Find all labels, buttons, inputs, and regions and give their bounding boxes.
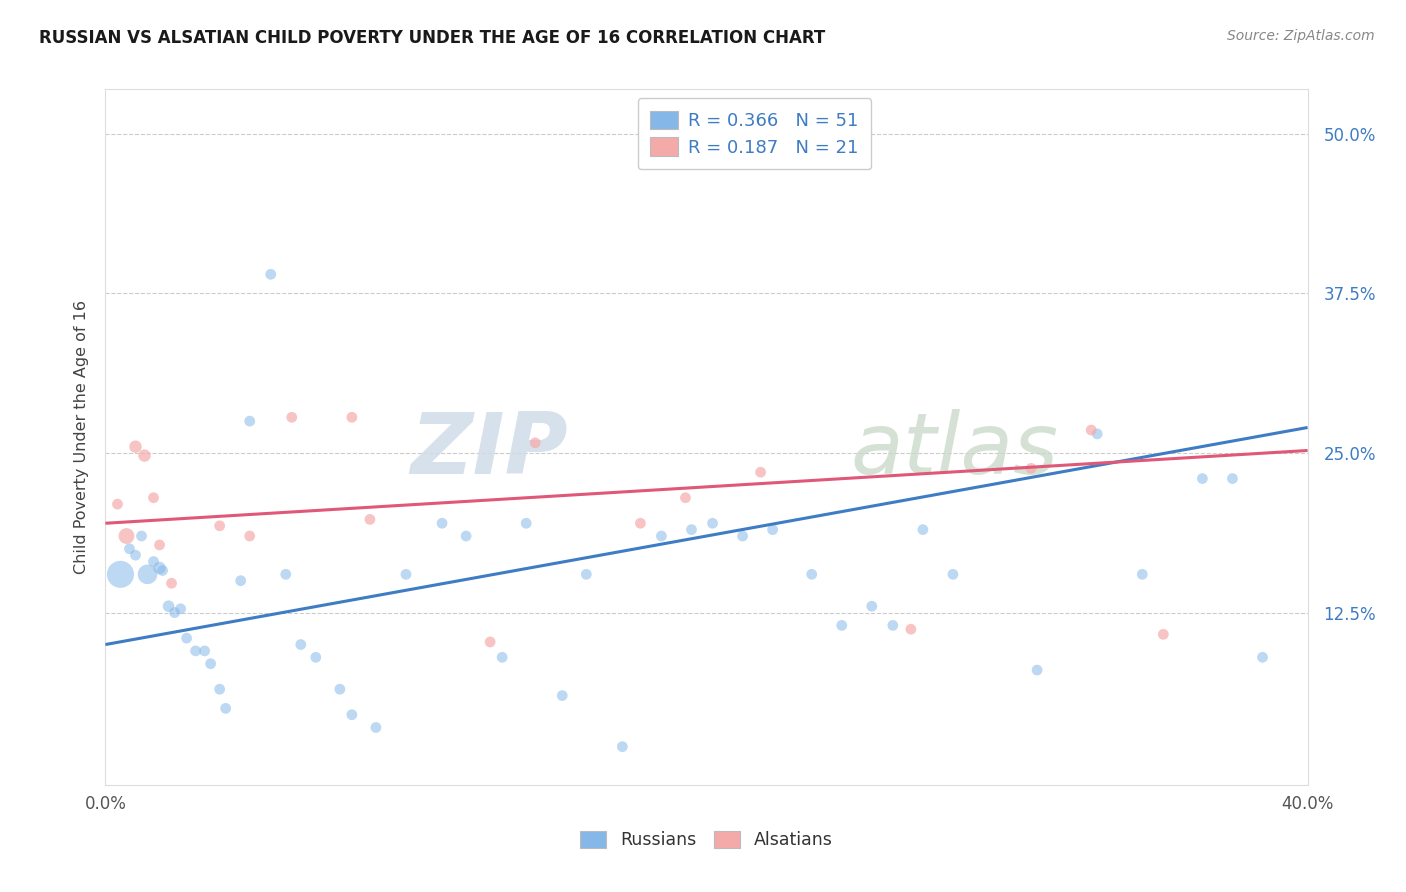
Point xyxy=(575,567,598,582)
Point xyxy=(148,561,170,575)
Point xyxy=(1130,567,1153,582)
Point xyxy=(359,512,381,526)
Point xyxy=(1026,663,1049,677)
Point xyxy=(800,567,823,582)
Point xyxy=(134,449,156,463)
Point xyxy=(274,567,297,582)
Point xyxy=(1152,627,1174,641)
Point xyxy=(152,564,174,578)
Point xyxy=(882,618,904,632)
Point xyxy=(749,465,772,479)
Point xyxy=(136,567,159,582)
Point xyxy=(551,689,574,703)
Point xyxy=(911,523,934,537)
Point xyxy=(131,529,153,543)
Point xyxy=(176,631,198,645)
Point xyxy=(1251,650,1274,665)
Point xyxy=(208,518,231,533)
Point xyxy=(340,410,363,425)
Point xyxy=(148,538,170,552)
Point xyxy=(1080,423,1102,437)
Point xyxy=(1222,472,1244,486)
Point xyxy=(142,491,165,505)
Point xyxy=(260,268,283,282)
Point xyxy=(524,435,547,450)
Text: Source: ZipAtlas.com: Source: ZipAtlas.com xyxy=(1227,29,1375,44)
Point xyxy=(515,516,537,531)
Point xyxy=(142,555,165,569)
Point xyxy=(900,622,922,636)
Point xyxy=(702,516,724,531)
Point xyxy=(454,529,477,543)
Legend: Russians, Alsatians: Russians, Alsatians xyxy=(574,823,839,856)
Point xyxy=(118,541,141,556)
Point xyxy=(124,548,146,562)
Point xyxy=(1191,472,1213,486)
Point xyxy=(1085,426,1108,441)
Point xyxy=(160,576,183,591)
Text: atlas: atlas xyxy=(851,409,1059,492)
Point xyxy=(675,491,697,505)
Point xyxy=(184,644,207,658)
Point xyxy=(1019,461,1042,475)
Text: ZIP: ZIP xyxy=(411,409,568,492)
Point xyxy=(200,657,222,671)
Point xyxy=(395,567,418,582)
Point xyxy=(650,529,672,543)
Point xyxy=(364,721,387,735)
Point xyxy=(169,601,191,615)
Point xyxy=(491,650,513,665)
Point xyxy=(305,650,328,665)
Point xyxy=(107,497,129,511)
Point xyxy=(281,410,304,425)
Point xyxy=(762,523,785,537)
Text: RUSSIAN VS ALSATIAN CHILD POVERTY UNDER THE AGE OF 16 CORRELATION CHART: RUSSIAN VS ALSATIAN CHILD POVERTY UNDER … xyxy=(39,29,825,47)
Point xyxy=(239,414,262,428)
Point xyxy=(628,516,651,531)
Point xyxy=(208,682,231,697)
Point xyxy=(115,529,138,543)
Point xyxy=(731,529,754,543)
Point xyxy=(831,618,853,632)
Point xyxy=(860,599,883,614)
Point xyxy=(479,635,502,649)
Point xyxy=(214,701,236,715)
Point xyxy=(340,707,363,722)
Point xyxy=(430,516,453,531)
Point xyxy=(124,440,146,454)
Point xyxy=(290,638,312,652)
Point xyxy=(239,529,262,543)
Point xyxy=(612,739,634,754)
Point xyxy=(157,599,180,614)
Point xyxy=(681,523,703,537)
Point xyxy=(163,606,186,620)
Point xyxy=(329,682,352,697)
Y-axis label: Child Poverty Under the Age of 16: Child Poverty Under the Age of 16 xyxy=(73,300,89,574)
Point xyxy=(942,567,965,582)
Point xyxy=(194,644,217,658)
Point xyxy=(110,567,132,582)
Point xyxy=(229,574,252,588)
